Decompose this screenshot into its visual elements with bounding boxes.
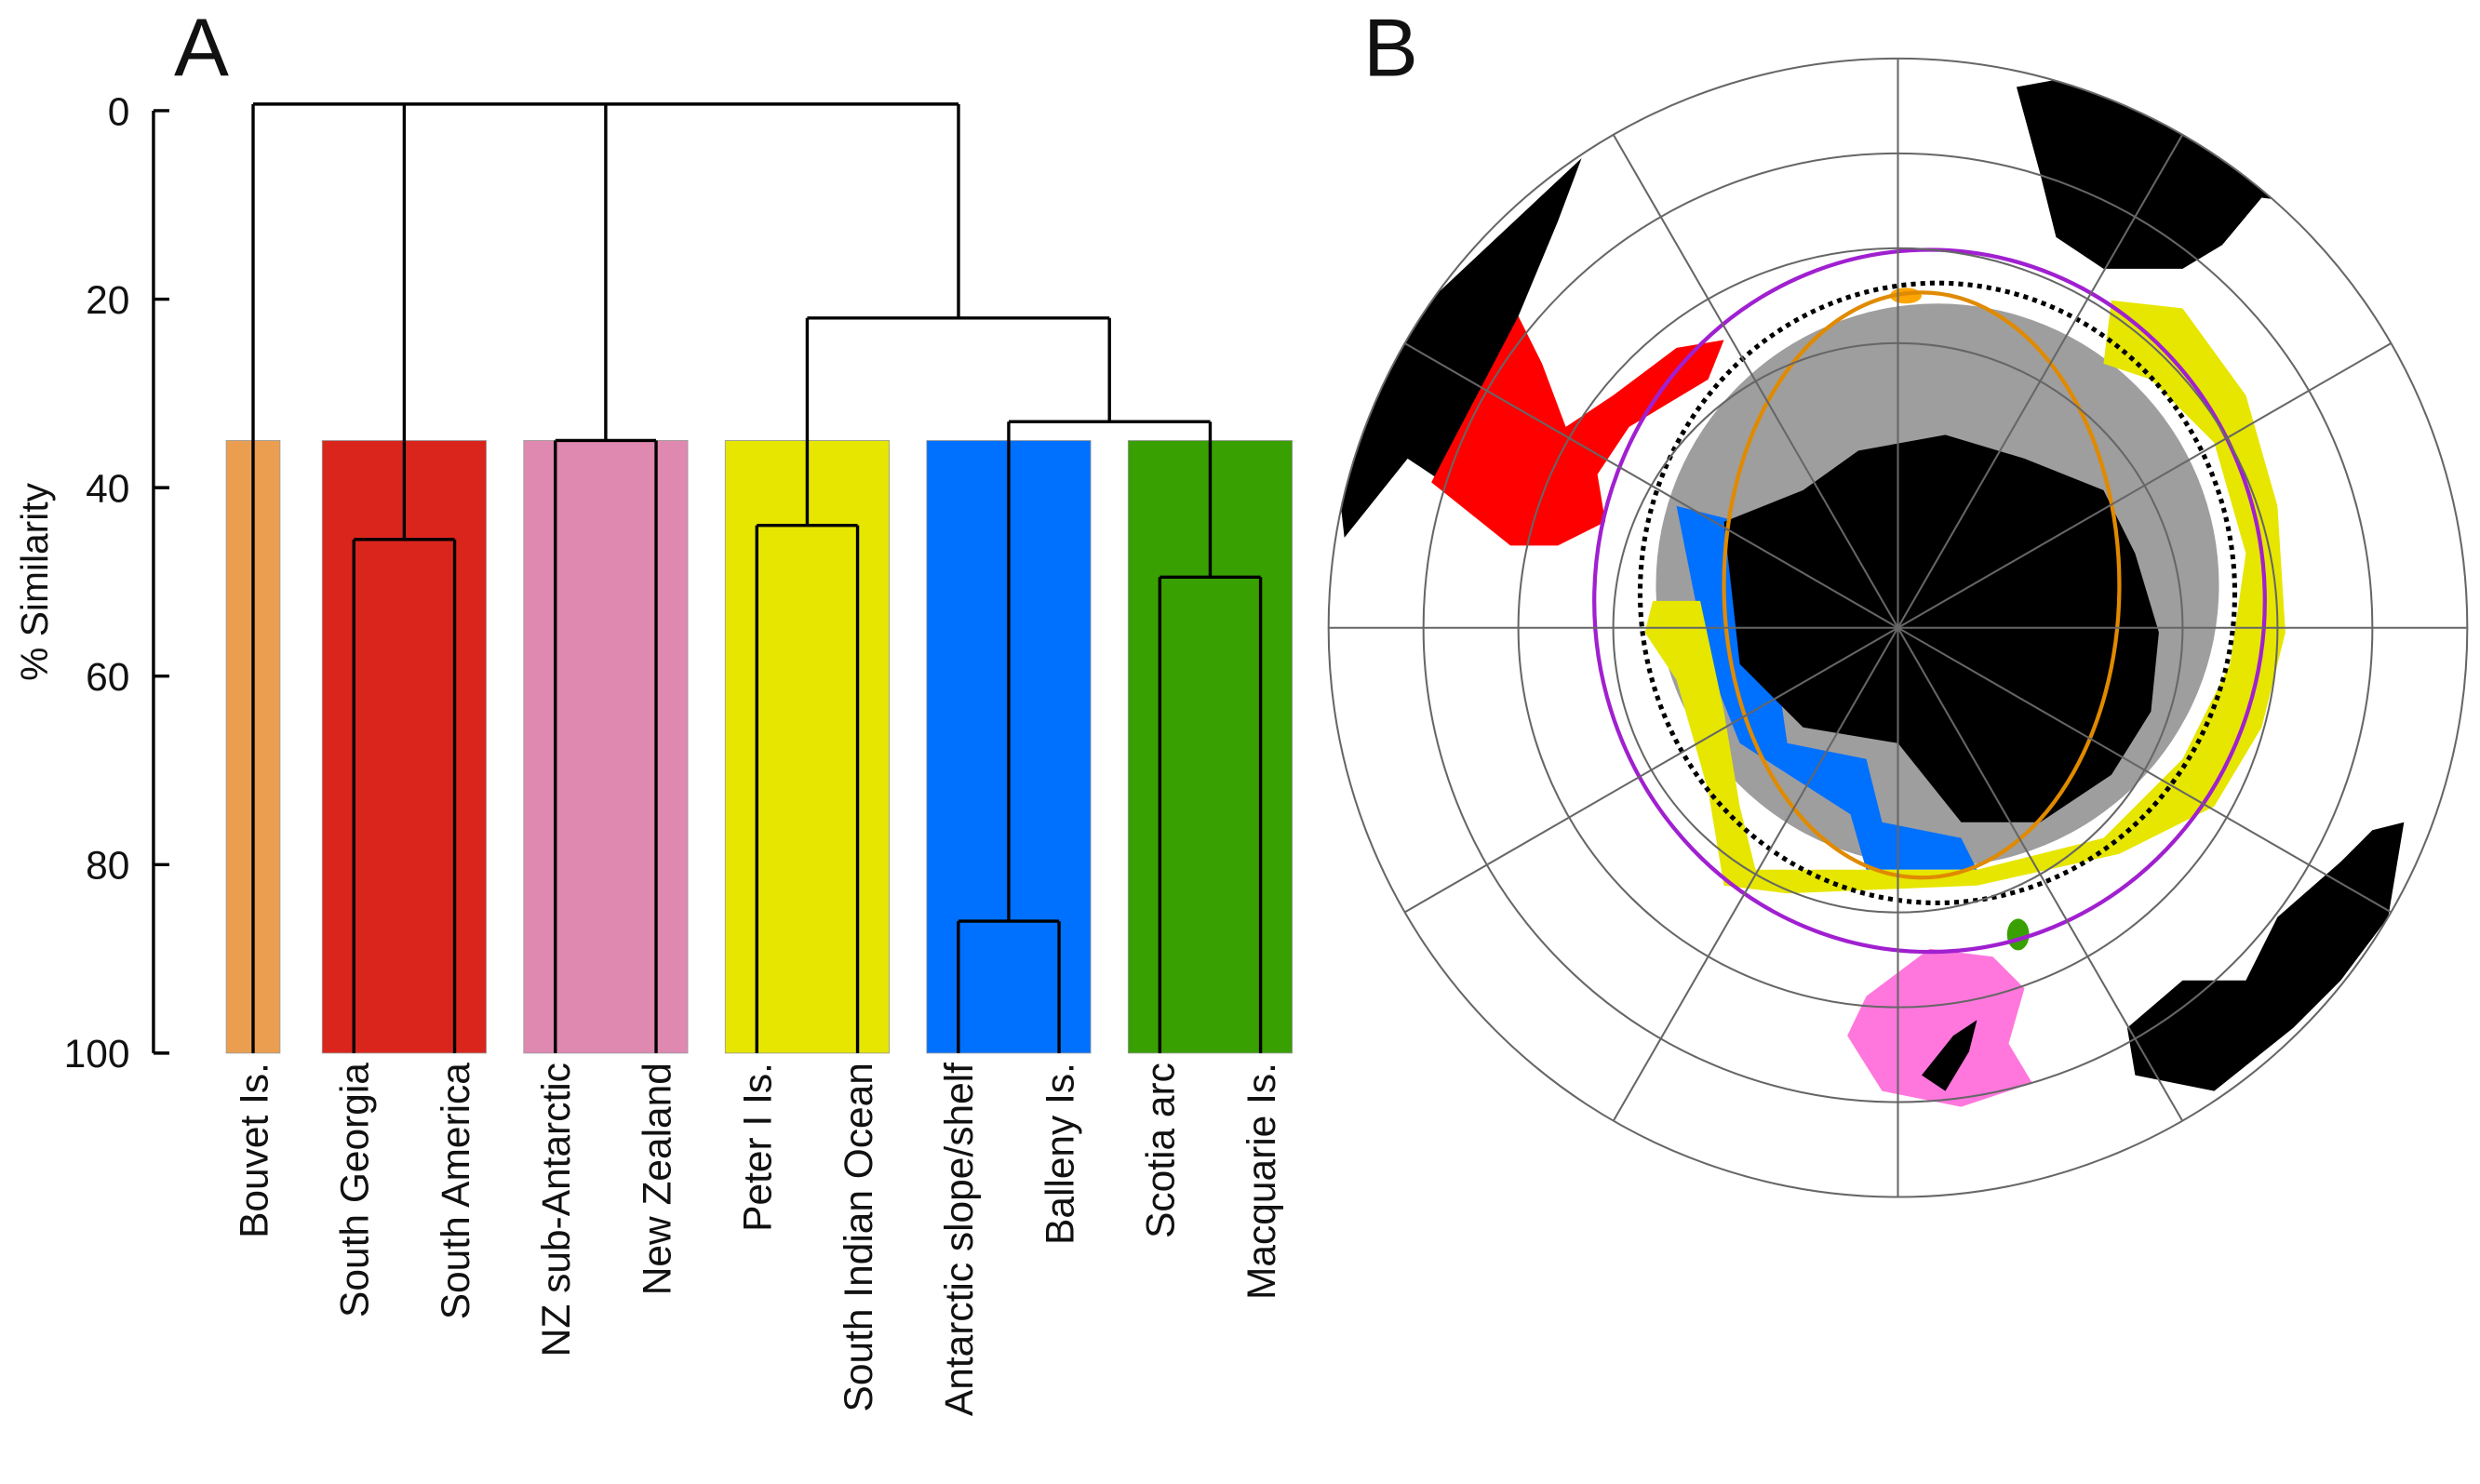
y-tick-label: 40 (86, 467, 129, 511)
australia-landmass (2126, 822, 2405, 1091)
group-bar (321, 440, 487, 1054)
y-axis-label: % Similarity (13, 482, 56, 681)
leaf-label: South America (435, 1063, 478, 1320)
map-panel (1327, 57, 2469, 1198)
y-tick-label: 60 (86, 656, 129, 700)
dendrogram-panel: 0 20 40 60 80 100 % Similarity Bouvet Is. Sout… (13, 90, 1294, 1416)
leaf-label: Antarctic slope/shelf (938, 1063, 982, 1416)
group-bar (523, 440, 689, 1054)
leaf-label: South Indian Ocean (838, 1063, 881, 1411)
scotia-marker (2006, 918, 2030, 951)
group-bar (724, 440, 890, 1054)
panel-label-b: B (1363, 2, 1418, 94)
leaf-label: Bouvet Is. (233, 1063, 276, 1238)
south-america-landmass (1328, 157, 1582, 538)
panel-label-a: A (174, 2, 229, 94)
orange-front-line (1722, 290, 2122, 880)
leaf-label: South Georgia (334, 1063, 378, 1317)
dotted-front-line (1637, 280, 2238, 905)
leaf-label: Macquarie Is. (1240, 1063, 1284, 1300)
leaf-label: Peter I Is. (737, 1063, 781, 1232)
leaf-label: NZ sub-Antarctic (535, 1063, 579, 1357)
leaf-label: Scotia arc (1140, 1063, 1184, 1238)
graticule (1327, 57, 2469, 1198)
south-georgia-shelf-region (1431, 315, 1724, 546)
africa-landmass (2016, 71, 2341, 269)
leaf-label: Balleny Is. (1039, 1063, 1082, 1245)
y-tick-label: 80 (86, 845, 129, 889)
new-zealand-landmass (1921, 1020, 1977, 1091)
y-tick-label: 0 (108, 90, 130, 134)
leaf-label: New Zealand (636, 1063, 679, 1295)
macquarie-region (1847, 948, 2032, 1107)
y-tick-label: 20 (86, 279, 129, 323)
y-tick-label: 100 (64, 1033, 130, 1076)
